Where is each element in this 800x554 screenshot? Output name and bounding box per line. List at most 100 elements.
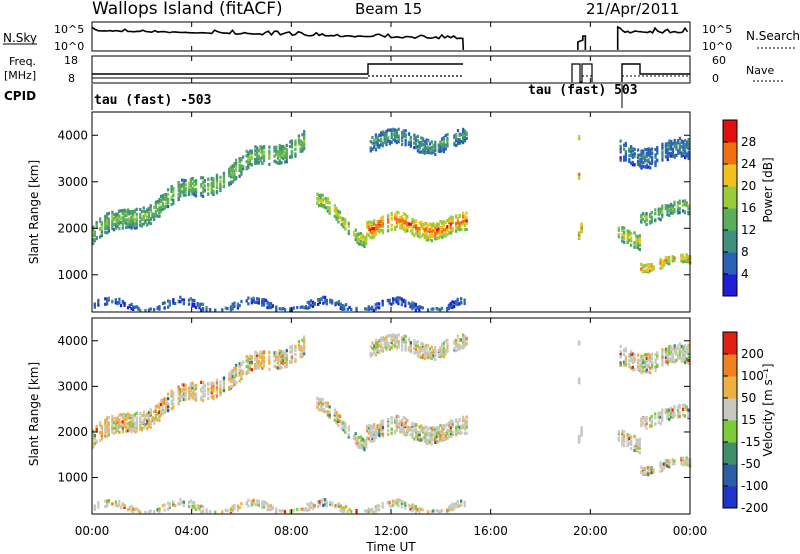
power-echo-cell	[92, 230, 95, 234]
power-echo-cell	[386, 299, 390, 303]
power-echo-cell	[144, 210, 147, 214]
velocity-echo-cell	[580, 428, 583, 432]
power-echo-cell	[252, 300, 255, 304]
power-echo-cell	[140, 223, 144, 227]
velocity-echo-cell	[416, 437, 419, 441]
power-echo-cell	[126, 218, 130, 222]
velocity-echo-cell	[92, 429, 95, 433]
velocity-echo-cell	[242, 360, 245, 364]
power-echo-cell	[427, 150, 430, 154]
power-echo-cell	[435, 222, 439, 226]
power-echo-cell	[335, 211, 338, 215]
velocity-echo-cell	[435, 440, 439, 444]
velocity-echo-cell	[123, 418, 126, 422]
velocity-echo-cell	[140, 426, 144, 430]
velocity-echo-cell	[158, 402, 161, 406]
velocity-echo-cell	[640, 369, 643, 373]
velocity-echo-cell	[367, 424, 371, 428]
power-echo-cell	[222, 179, 226, 183]
power-echo-cell	[441, 229, 444, 233]
velocity-echo-cell	[126, 426, 130, 430]
power-echo-cell	[404, 227, 407, 232]
velocity-echo-cell	[380, 420, 383, 424]
velocity-echo-cell	[167, 397, 170, 401]
power-echo-cell	[673, 203, 676, 207]
power-echo-cell	[673, 207, 676, 212]
power-echo-cell	[100, 230, 103, 234]
velocity-echo-cell	[165, 405, 168, 409]
velocity-echo-cell	[666, 347, 669, 351]
velocity-echo-cell	[664, 347, 668, 351]
power-echo-cell	[668, 213, 671, 217]
power-echo-cell	[661, 259, 664, 263]
velocity-echo-cell	[278, 364, 281, 368]
power-echo-cell	[427, 138, 430, 142]
velocity-echo-cell	[650, 470, 653, 474]
power-echo-cell	[675, 141, 678, 145]
velocity-echo-cell	[125, 425, 128, 429]
power-echo-cell	[130, 212, 133, 216]
velocity-echo-cell	[617, 436, 620, 440]
velocity-echo-cell	[420, 427, 423, 431]
velocity-echo-cell	[414, 434, 418, 438]
power-echo-cell	[337, 214, 340, 218]
velocity-echo-cell	[210, 395, 213, 399]
velocity-echo-cell	[161, 401, 165, 405]
velocity-echo-cell	[290, 509, 294, 513]
velocity-echo-cell	[381, 434, 385, 438]
velocity-echo-cell	[650, 356, 654, 360]
velocity-echo-cell	[311, 506, 315, 511]
power-echo-cell	[341, 304, 344, 308]
power-echo-cell	[462, 141, 465, 145]
y-tick-label: 4000	[57, 128, 88, 142]
power-echo-cell	[676, 208, 680, 212]
velocity-echo-cell	[172, 503, 175, 507]
velocity-echo-cell	[661, 408, 664, 412]
power-echo-cell	[623, 158, 626, 162]
velocity-echo-cell	[114, 500, 117, 504]
power-echo-cell	[198, 306, 201, 310]
power-echo-cell	[374, 133, 378, 137]
power-echo-cell	[402, 129, 405, 133]
colorbar-segment	[723, 164, 737, 187]
velocity-echo-cell	[617, 432, 620, 436]
velocity-echo-cell	[456, 347, 460, 351]
velocity-echo-cell	[259, 355, 262, 359]
power-echo-cell	[130, 302, 133, 306]
velocity-echo-cell	[687, 458, 690, 462]
velocity-echo-cell	[401, 344, 404, 348]
velocity-echo-cell	[650, 366, 654, 370]
velocity-echo-cell	[290, 344, 294, 348]
velocity-echo-cell	[428, 435, 432, 439]
power-echo-cell	[687, 153, 690, 157]
velocity-echo-cell	[383, 342, 386, 347]
power-echo-cell	[394, 213, 397, 217]
power-echo-cell	[434, 237, 437, 241]
power-echo-cell	[182, 188, 185, 192]
power-echo-cell	[161, 194, 165, 198]
power-echo-cell	[645, 212, 648, 216]
power-echo-cell	[668, 144, 671, 148]
velocity-echo-cell	[371, 430, 374, 434]
power-echo-cell	[435, 231, 439, 235]
power-echo-cell	[678, 211, 681, 215]
power-echo-cell	[154, 205, 158, 210]
velocity-echo-cell	[411, 421, 414, 425]
velocity-echo-cell	[409, 348, 412, 352]
power-echo-cell	[640, 213, 643, 218]
velocity-echo-cell	[626, 443, 629, 447]
velocity-echo-cell	[446, 436, 449, 440]
power-echo-cell	[92, 238, 95, 242]
velocity-echo-cell	[231, 369, 234, 373]
power-echo-cell	[441, 220, 444, 224]
velocity-echo-cell	[153, 510, 156, 514]
power-echo-cell	[378, 144, 381, 148]
velocity-echo-cell	[441, 424, 444, 428]
velocity-echo-cell	[414, 506, 417, 510]
power-echo-cell	[662, 262, 666, 266]
power-echo-cell	[142, 209, 145, 214]
velocity-echo-cell	[121, 416, 124, 420]
power-echo-cell	[462, 133, 465, 137]
power-echo-cell	[649, 148, 652, 152]
velocity-echo-cell	[404, 423, 407, 427]
